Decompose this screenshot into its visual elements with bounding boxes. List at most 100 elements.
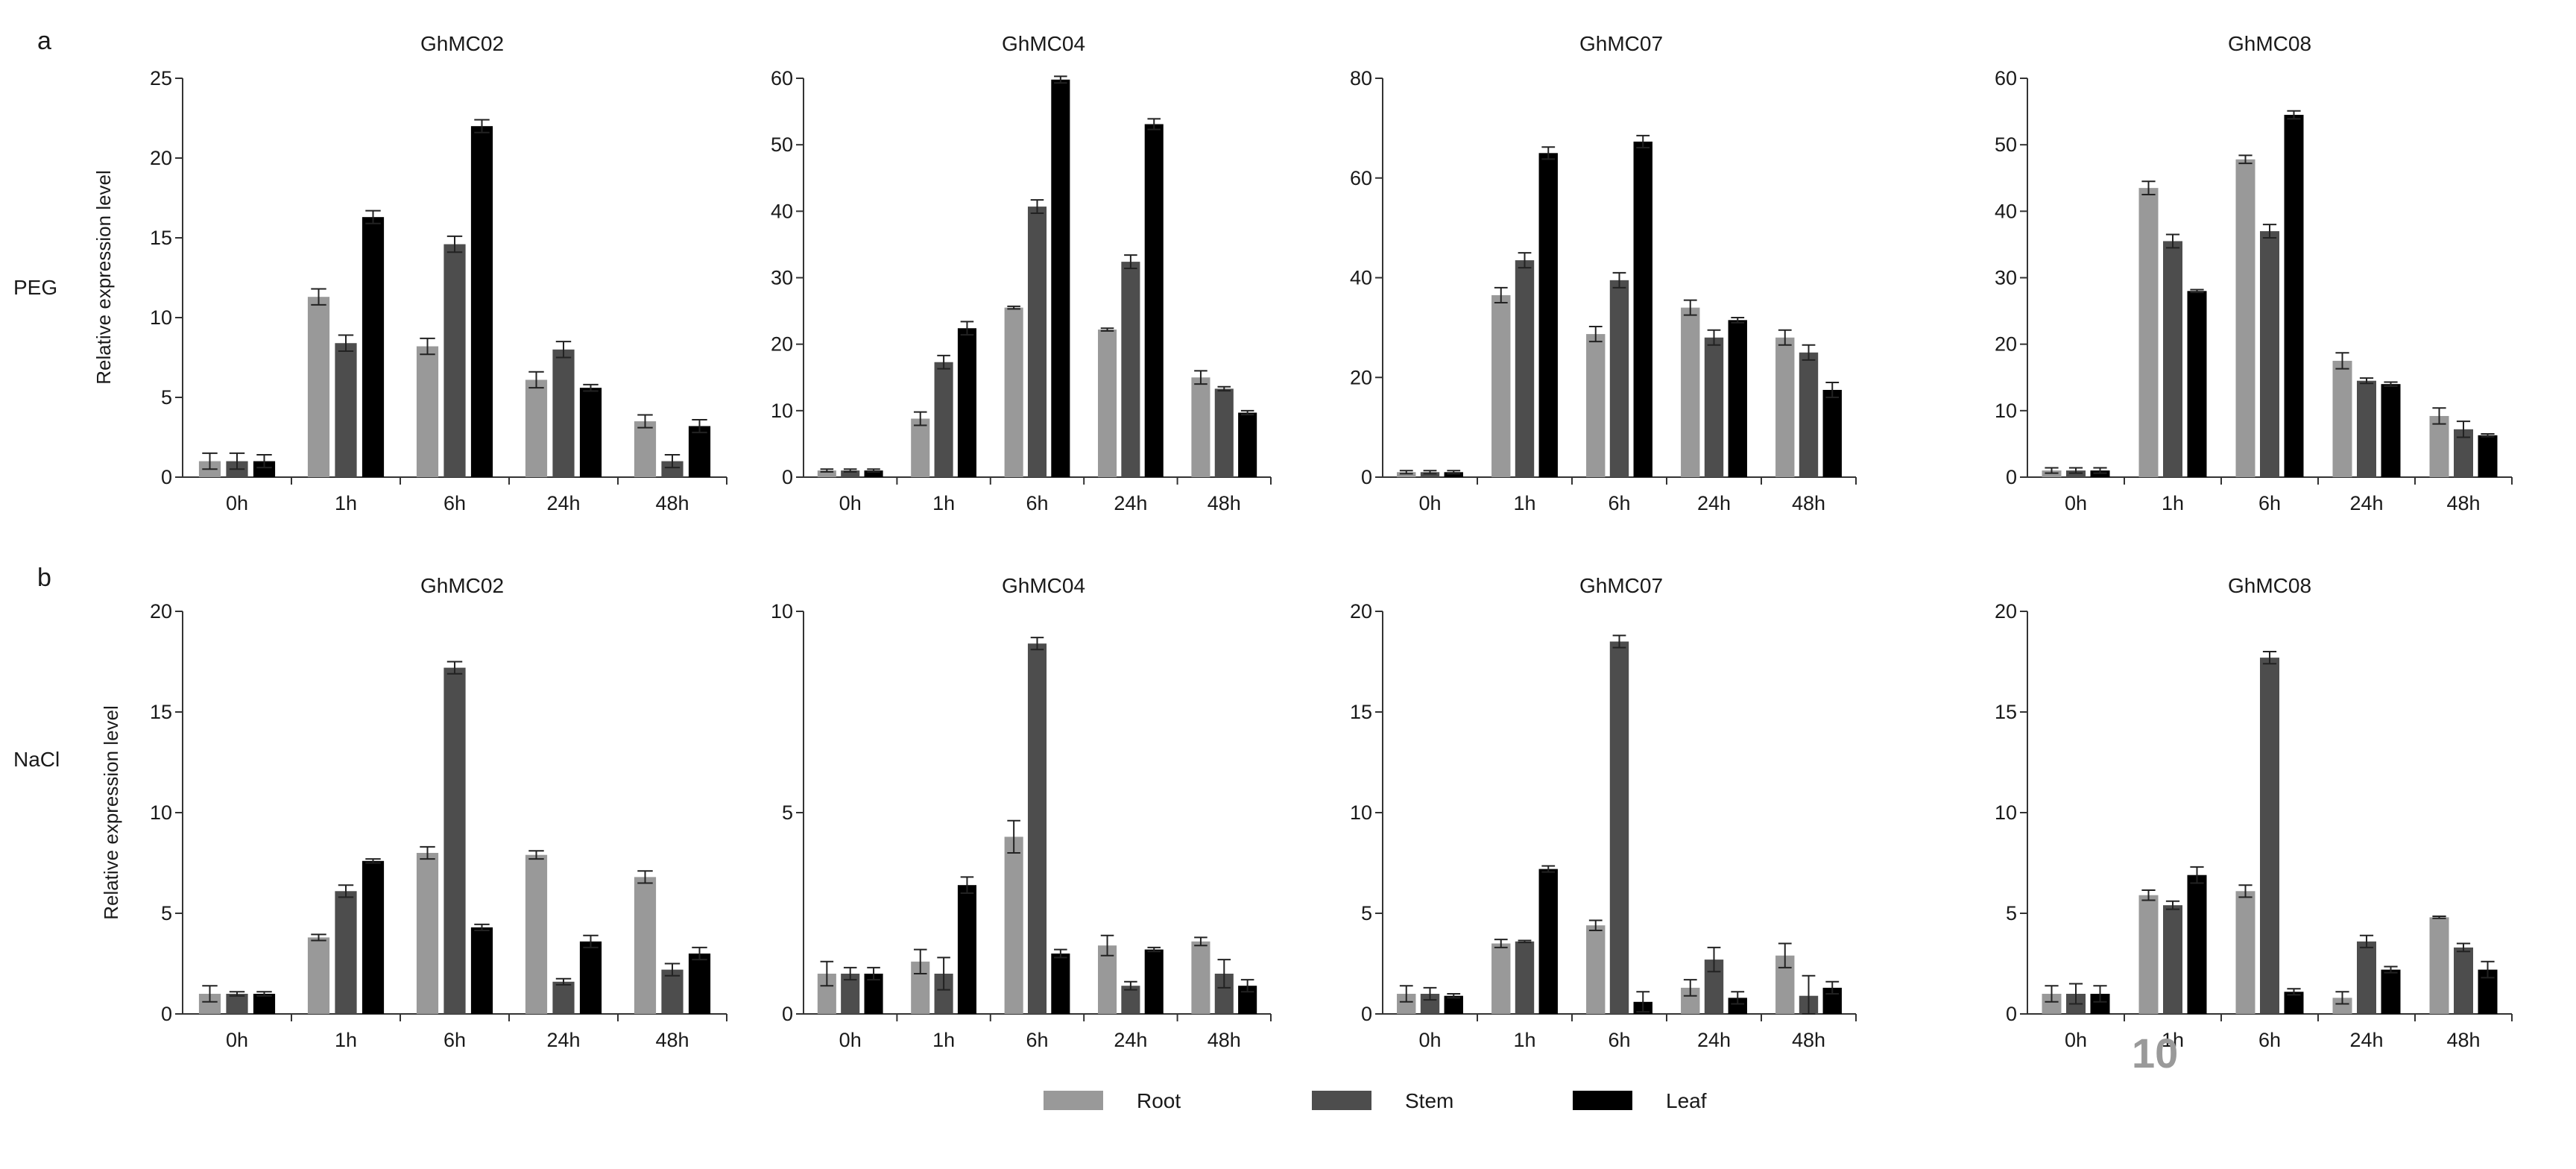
error-bar (202, 985, 218, 1003)
bar-leaf-48h (2478, 435, 2498, 477)
legend-swatch (1044, 1091, 1103, 1110)
error-bar (2093, 985, 2107, 1003)
x-tick-label: 0h (2065, 492, 2087, 514)
bar-leaf-6h (470, 927, 493, 1014)
chart-nacl-ghmc08: GhMC08 0 5 10 15 20 0h 1h 6h 24h 48h (1995, 574, 2513, 1051)
error-bar (2262, 224, 2277, 239)
error-bar (2335, 991, 2349, 1005)
x-tick-label: 0h (226, 492, 248, 514)
bar-leaf-24h (1728, 320, 1747, 477)
bar-stem-48h (661, 461, 684, 477)
error-bar (2165, 900, 2180, 910)
bar-stem-48h (2454, 947, 2473, 1014)
error-bar (1731, 317, 1745, 324)
x-tick-label: 1h (1513, 492, 1535, 514)
error-bar (820, 468, 834, 473)
bar-leaf-24h (579, 941, 602, 1014)
y-tick-label: 15 (1995, 701, 2017, 723)
x-tick-label: 0h (1418, 1029, 1441, 1051)
x-tick-label: 24h (2349, 1029, 2383, 1051)
chart-peg-ghmc08: GhMC08 0 10 20 30 40 50 60 0h 1h 6h 24h 48h (1995, 32, 2513, 514)
error-bar (1494, 939, 1508, 948)
error-bar (1518, 252, 1532, 269)
x-tick-label: 0h (2065, 1029, 2087, 1051)
bar-root-6h (416, 853, 439, 1014)
bar-root-6h (1586, 925, 1606, 1014)
error-bar (1541, 146, 1556, 160)
error-bar (2384, 381, 2398, 387)
bar-stem-48h (1214, 388, 1234, 477)
x-tick-label: 0h (1418, 492, 1441, 514)
error-bar (1423, 986, 1437, 1001)
error-bar (1802, 344, 1816, 361)
bar-leaf-6h (1051, 79, 1070, 478)
row-label-peg: PEG (13, 276, 57, 299)
error-bar (528, 371, 544, 389)
x-tick-label: 48h (655, 1029, 689, 1051)
error-bar (1588, 919, 1603, 931)
error-bar (2045, 467, 2059, 474)
bar-root-1h (2138, 188, 2159, 477)
bar-leaf-24h (2381, 969, 2401, 1014)
bar-stem-1h (2163, 905, 2182, 1014)
bar-stem-48h (1799, 352, 1819, 477)
bar-root-1h (2138, 895, 2159, 1014)
error-bar (229, 452, 245, 470)
x-tick-label: 24h (1697, 1029, 1731, 1051)
error-bar (913, 948, 927, 974)
chart-title: GhMC04 (1002, 32, 1085, 55)
error-bar (583, 934, 599, 948)
error-bar (474, 923, 490, 931)
y-tick-label: 5 (2006, 902, 2017, 924)
error-bar (2432, 916, 2446, 919)
y-tick-label: 10 (150, 306, 172, 329)
error-bar (2045, 985, 2059, 1003)
error-bar (1007, 305, 1020, 310)
error-bar (365, 209, 381, 224)
bar-leaf-48h (688, 954, 711, 1014)
error-bar (1100, 934, 1114, 957)
bar-stem-6h (2260, 658, 2279, 1014)
x-tick-label: 48h (1208, 492, 1241, 514)
x-tick-label: 1h (1513, 1029, 1535, 1051)
error-bar (1707, 329, 1721, 346)
y-tick-label: 0 (161, 466, 172, 488)
bar-stem-1h (2163, 241, 2182, 477)
y-tick-label: 10 (771, 400, 793, 422)
error-bar (937, 354, 950, 370)
x-tick-label: 6h (2258, 492, 2281, 514)
x-tick-label: 1h (335, 492, 357, 514)
x-tick-label: 1h (2162, 492, 2184, 514)
error-bar (229, 991, 245, 997)
x-tick-label: 6h (1608, 492, 1630, 514)
bar-root-0h (1397, 472, 1416, 477)
bar-root-24h (1098, 330, 1117, 477)
error-bar (2238, 884, 2253, 898)
y-tick-label: 10 (1995, 801, 2017, 824)
error-bar (555, 341, 572, 359)
x-tick-label: 24h (546, 1029, 580, 1051)
y-tick-label: 0 (782, 466, 793, 488)
error-bar (1825, 980, 1840, 995)
error-bar (960, 321, 974, 336)
error-bar (555, 977, 572, 986)
x-tick-label: 1h (932, 1029, 955, 1051)
y-tick-label: 15 (1350, 701, 1372, 723)
bar-root-1h (911, 418, 930, 477)
error-bar (1612, 634, 1626, 649)
bar-root-48h (1775, 337, 1795, 477)
error-bar (2141, 889, 2156, 901)
bar-leaf-6h (470, 126, 493, 477)
error-bar (1054, 948, 1067, 959)
error-bar (256, 454, 272, 469)
y-tick-label: 20 (1995, 600, 2017, 623)
y-tick-label: 0 (2006, 466, 2017, 488)
error-bar (867, 966, 880, 981)
error-bar (2068, 983, 2083, 1005)
bar-leaf-24h (2381, 384, 2401, 477)
bar-stem-24h (552, 981, 575, 1014)
bar-leaf-48h (688, 426, 711, 477)
error-bar (692, 946, 707, 961)
error-bar (1194, 936, 1208, 947)
